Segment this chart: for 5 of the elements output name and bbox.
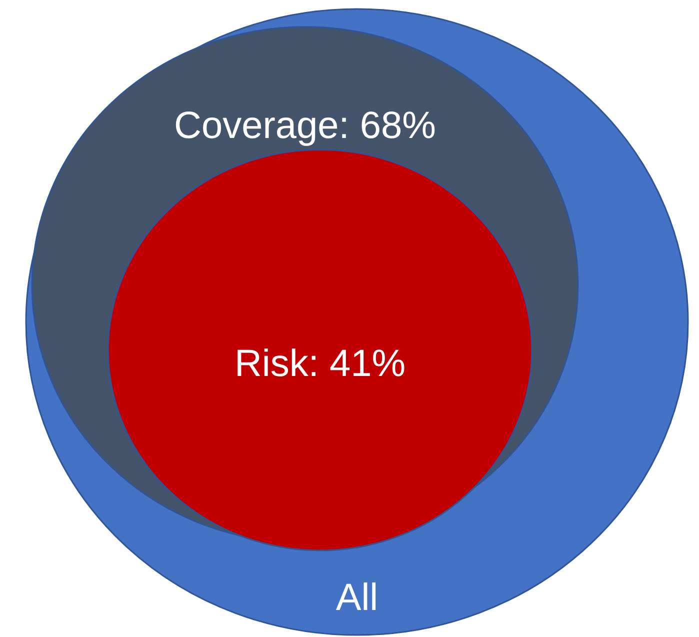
category-label: Coverage xyxy=(174,105,339,148)
data-label: : 41% xyxy=(308,343,406,386)
data-label: : 68% xyxy=(338,105,436,148)
category-label: All xyxy=(336,577,378,620)
category-label: Risk xyxy=(234,343,310,386)
